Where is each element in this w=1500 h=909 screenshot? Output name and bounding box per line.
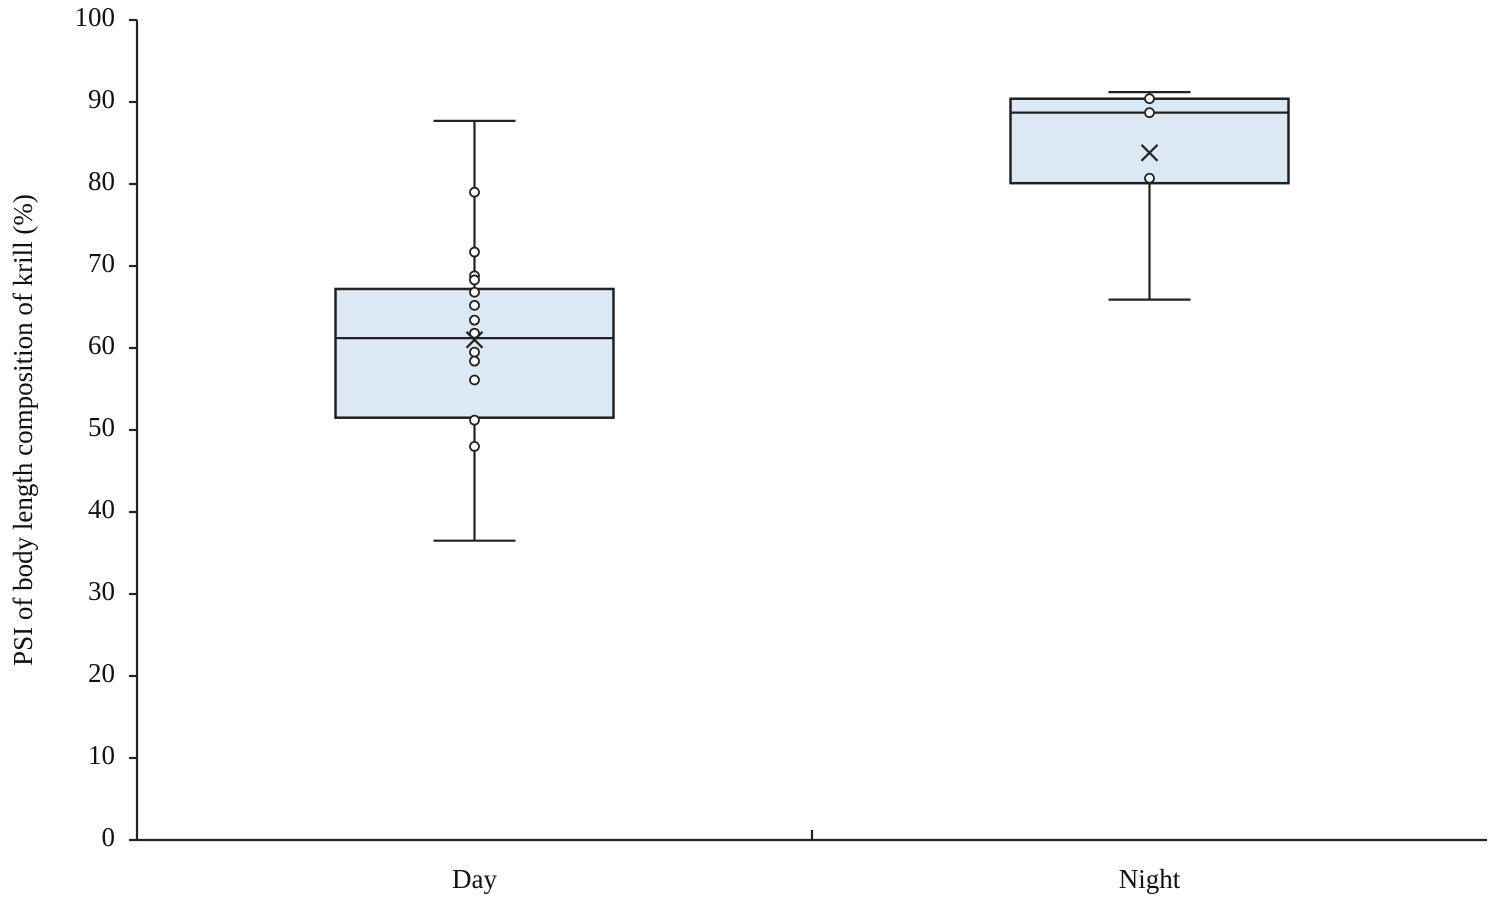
mean-marker	[1140, 144, 1159, 162]
data-point	[469, 355, 480, 367]
data-point	[469, 314, 480, 326]
data-point	[469, 186, 480, 198]
y-tick-label: 0	[102, 822, 116, 852]
data-point	[1144, 93, 1155, 105]
data-point	[469, 246, 480, 258]
y-tick-label: 50	[88, 412, 115, 442]
data-point	[1144, 172, 1155, 184]
y-tick-label: 60	[88, 330, 115, 360]
data-point	[469, 286, 480, 298]
y-tick-label: 20	[88, 658, 115, 688]
data-point	[469, 440, 480, 452]
y-tick-label: 100	[75, 2, 116, 32]
data-point	[469, 414, 480, 426]
y-tick-label: 90	[88, 84, 115, 114]
y-tick-label: 70	[88, 248, 115, 278]
data-point	[469, 274, 480, 286]
y-axis-label: PSI of body length composition of krill …	[8, 194, 38, 666]
data-point	[469, 374, 480, 386]
y-tick-label: 30	[88, 576, 115, 606]
x-tick-label: Day	[452, 864, 497, 894]
mean-marker	[465, 331, 484, 349]
data-point	[469, 327, 480, 339]
data-point	[469, 299, 480, 311]
y-tick-label: 10	[88, 740, 115, 770]
x-tick-label: Night	[1119, 864, 1181, 894]
y-tick-label: 40	[88, 494, 115, 524]
data-point	[1144, 107, 1155, 119]
y-tick-label: 80	[88, 166, 115, 196]
data-point	[469, 346, 480, 358]
